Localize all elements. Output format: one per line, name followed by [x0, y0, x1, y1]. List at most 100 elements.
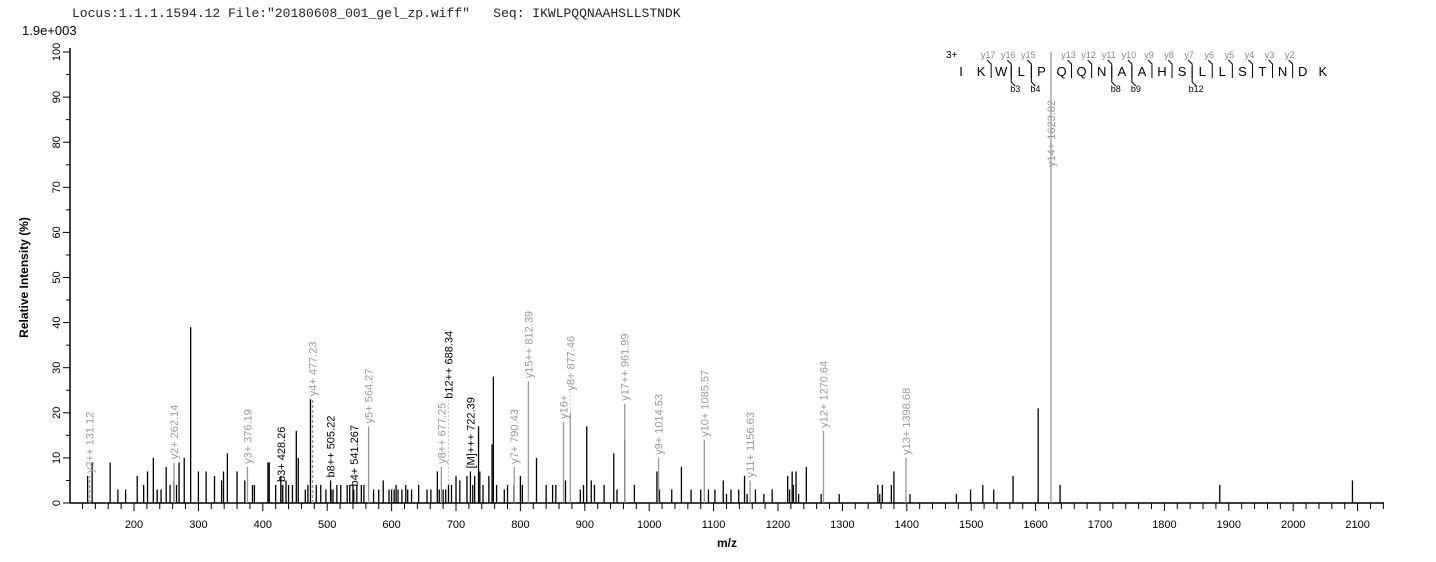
peak-label: y4+ 477.23 — [308, 342, 320, 397]
peak-label: b3+ 428.26 — [276, 427, 288, 482]
y-ion-bracket — [1107, 59, 1113, 78]
peak-label: y2+ 262.14 — [169, 405, 181, 460]
x-tick-label: 1100 — [702, 519, 726, 531]
y-ion-label: y16 — [1001, 50, 1016, 60]
residue: N — [1278, 64, 1287, 79]
b-ion-label: b8 — [1111, 84, 1121, 94]
y-ion-bracket — [1288, 59, 1294, 78]
residue: D — [1298, 64, 1307, 79]
x-tick-label: 900 — [576, 519, 594, 531]
y-ion-label: y7 — [1184, 50, 1194, 60]
y-ion-bracket — [1067, 59, 1073, 78]
x-tick-label: 1600 — [1023, 519, 1047, 531]
residue: T — [1259, 64, 1267, 79]
peak-label: y15++ 812.39 — [523, 311, 535, 378]
residue: W — [995, 64, 1008, 79]
peak-label: y3+ 376.19 — [242, 409, 254, 464]
residue: Q — [1056, 64, 1066, 79]
x-tick-label: 1700 — [1088, 519, 1112, 531]
y-ion-bracket — [1248, 59, 1253, 78]
x-tick-label: 500 — [318, 519, 336, 531]
peak-label: y5+ 564.27 — [364, 369, 376, 424]
y-ion-label: y9 — [1144, 50, 1154, 60]
sequence-label: Seq: IKWLPQQNAAHSLLSTNDK — [493, 6, 681, 21]
y-ion-label: y6 — [1204, 50, 1214, 60]
y-ion-label: y10 — [1122, 50, 1137, 60]
y-ion-label: y12 — [1081, 50, 1096, 60]
peak-label: y2++ 131.12 — [85, 412, 97, 473]
peak-label: y14+ 1623.82 — [1046, 100, 1058, 167]
y-tick-label: 0 — [51, 500, 63, 506]
charge-state: 3+ — [946, 50, 958, 61]
residue: K — [977, 64, 986, 79]
y-ion-bracket — [1006, 59, 1012, 78]
y-ion-label: y11 — [1102, 50, 1116, 60]
spectrum-header: Locus:1.1.1.1594.12 File:"20180608_001_g… — [72, 6, 681, 21]
y-ion-label: y8 — [1164, 50, 1174, 60]
peak-label: y13+ 1398.68 — [901, 388, 913, 455]
x-tick-label: 200 — [125, 519, 143, 531]
b-ion-label: b3 — [1010, 84, 1020, 94]
y-ion-bracket — [1207, 59, 1213, 78]
residue: P — [1037, 64, 1046, 79]
b-ion-label: b12 — [1189, 84, 1204, 94]
y-tick-label: 50 — [51, 271, 63, 283]
b-ion-bracket — [1131, 66, 1137, 87]
b-ion-label: b4 — [1030, 84, 1040, 94]
peak-label: y8+ 877.46 — [565, 336, 577, 391]
y-ion-label: y5 — [1225, 50, 1235, 60]
file-label: File:"20180608_001_gel_zp.wiff" — [228, 6, 470, 21]
residue: I — [959, 64, 963, 79]
y-tick-label: 20 — [51, 407, 63, 419]
x-tick-label: 1900 — [1217, 519, 1241, 531]
y-ion-bracket — [986, 59, 992, 78]
y-ion-label: y13 — [1061, 50, 1076, 60]
residue: L — [1018, 64, 1025, 79]
b-ion-bracket — [1111, 66, 1117, 87]
y-ion-bracket — [1268, 59, 1274, 78]
peak-label: b4+ 541.267 — [349, 425, 361, 486]
y-tick-label: 60 — [51, 226, 63, 238]
peak-label: y12+ 1270.64 — [818, 361, 830, 428]
y-tick-label: 90 — [51, 91, 63, 103]
residue: Q — [1077, 64, 1087, 79]
y-ion-bracket — [1187, 59, 1193, 78]
residue: N — [1097, 64, 1106, 79]
residue: S — [1178, 64, 1187, 79]
y-tick-label: 40 — [51, 316, 63, 328]
residue: A — [1117, 64, 1126, 79]
b-ion-label: b9 — [1131, 84, 1141, 94]
y-ion-bracket — [1147, 59, 1153, 78]
x-tick-label: 300 — [189, 519, 207, 531]
x-tick-label: 1800 — [1152, 519, 1176, 531]
locus-label: Locus:1.1.1.1594.12 — [72, 6, 221, 21]
x-tick-label: 1300 — [830, 519, 854, 531]
x-axis-label: m/z — [717, 536, 737, 550]
x-tick-label: 400 — [254, 519, 272, 531]
peak-label: b12++ 688.34 — [443, 331, 455, 399]
y-ion-label: y15 — [1021, 50, 1036, 60]
x-tick-label: 1200 — [766, 519, 790, 531]
x-tick-label: 2000 — [1281, 519, 1305, 531]
peak-label: y11+ 1156.63 — [745, 412, 757, 477]
y-tick-label: 100 — [51, 43, 63, 61]
y-ion-bracket — [1087, 59, 1093, 78]
residue: K — [1318, 64, 1327, 79]
peak-label: y9+ 1014.53 — [654, 394, 666, 455]
residue: L — [1219, 64, 1226, 79]
residue: L — [1199, 64, 1206, 79]
peak-label: y17++ 961.99 — [620, 333, 632, 400]
residue: S — [1238, 64, 1247, 79]
b-ion-bracket — [1191, 66, 1197, 87]
y-ion-bracket — [1026, 59, 1032, 78]
y-ion-bracket — [1167, 59, 1173, 78]
y-tick-label: 30 — [51, 362, 63, 374]
y-tick-label: 70 — [51, 181, 63, 193]
x-tick-label: 2100 — [1345, 519, 1369, 531]
x-tick-label: 1500 — [959, 519, 983, 531]
intensity-scale: 1.9e+003 — [22, 23, 77, 38]
y-ion-label: y2 — [1285, 50, 1295, 60]
y-ion-label: y17 — [981, 50, 996, 60]
residue: A — [1138, 64, 1147, 79]
